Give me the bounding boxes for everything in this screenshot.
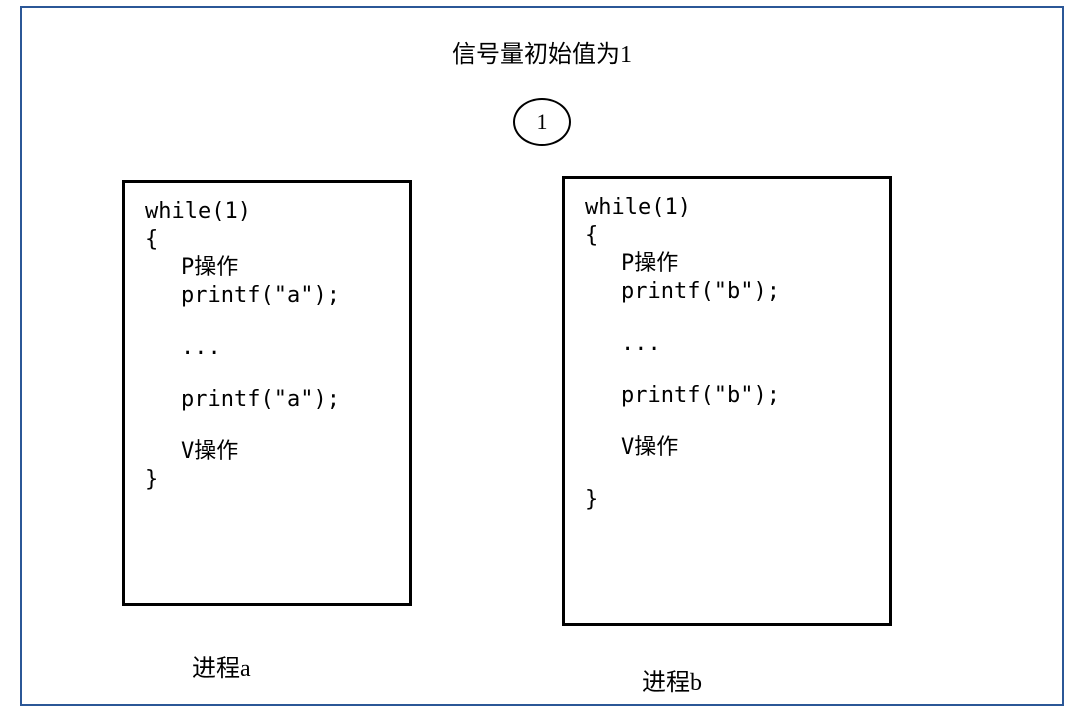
process-b-label: 进程b xyxy=(642,662,702,697)
code-gap xyxy=(145,365,389,389)
code-line: printf("b"); xyxy=(585,281,869,303)
code-gap xyxy=(585,309,869,333)
code-line: while(1) xyxy=(145,201,389,223)
code-line: P操作 xyxy=(145,257,389,279)
code-gap xyxy=(145,417,389,441)
code-line: { xyxy=(145,229,389,251)
semaphore-value: 1 xyxy=(537,109,548,135)
code-line: P操作 xyxy=(585,253,869,275)
diagram-frame: 信号量初始值为1 1 while(1) { P操作 printf("a"); .… xyxy=(20,6,1064,706)
code-gap xyxy=(145,313,389,337)
code-line: V操作 xyxy=(145,441,389,463)
code-line: { xyxy=(585,225,869,247)
code-line: printf("a"); xyxy=(145,285,389,307)
code-line: } xyxy=(145,469,389,491)
code-line: ... xyxy=(585,333,869,355)
code-line: V操作 xyxy=(585,437,869,459)
code-gap xyxy=(585,361,869,385)
process-a-box: while(1) { P操作 printf("a"); ... printf("… xyxy=(122,180,412,606)
code-line: printf("a"); xyxy=(145,389,389,411)
code-gap xyxy=(585,465,869,489)
diagram-title: 信号量初始值为1 xyxy=(22,34,1062,69)
code-gap xyxy=(585,413,869,437)
code-line: while(1) xyxy=(585,197,869,219)
code-line: ... xyxy=(145,337,389,359)
process-b-box: while(1) { P操作 printf("b"); ... printf("… xyxy=(562,176,892,626)
process-a-label: 进程a xyxy=(192,648,251,683)
code-line: printf("b"); xyxy=(585,385,869,407)
semaphore-node: 1 xyxy=(513,98,571,146)
code-line: } xyxy=(585,489,869,511)
